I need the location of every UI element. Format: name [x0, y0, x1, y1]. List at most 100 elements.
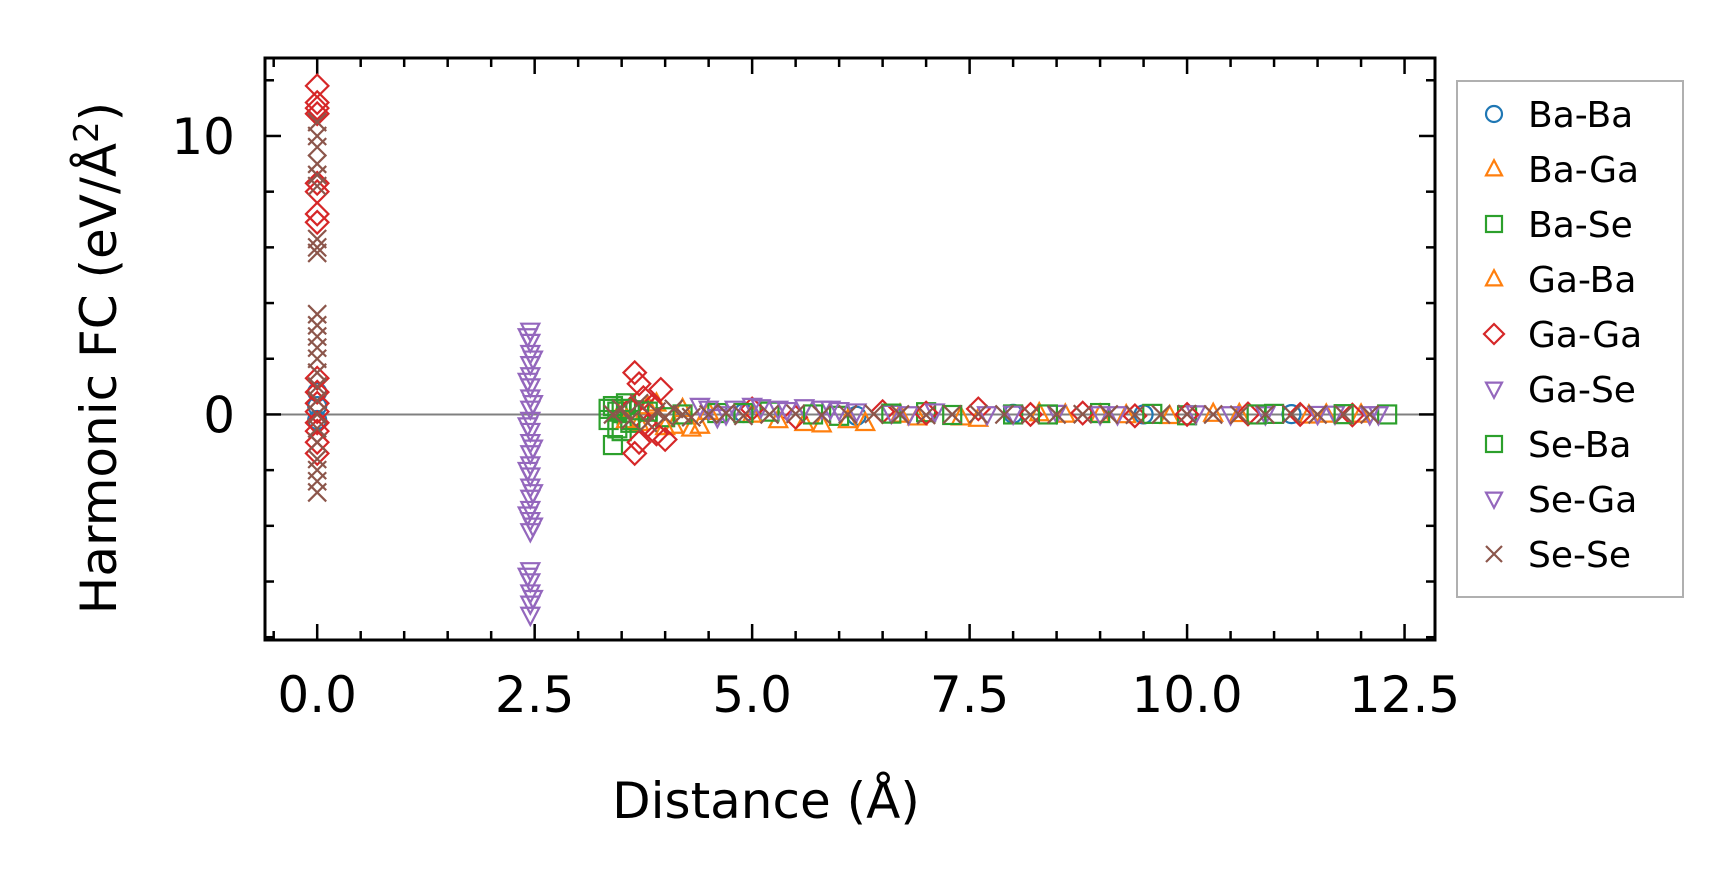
point-se-se	[698, 404, 719, 425]
point-ga-ga	[304, 100, 330, 127]
point-se-se	[994, 404, 1015, 425]
point-ga-ga	[1174, 401, 1200, 428]
point-se-se	[1020, 404, 1041, 425]
point-se-ba	[733, 402, 754, 424]
point-ga-ba	[1202, 401, 1225, 422]
legend-marker-ga-se	[1484, 381, 1504, 401]
point-ga-ba	[689, 413, 711, 434]
series-se-se	[307, 112, 1380, 503]
point-se-se	[916, 405, 936, 425]
legend-marker-se-se	[1485, 545, 1503, 563]
legend-marker-se-ga	[1484, 491, 1504, 511]
point-se-se	[1072, 404, 1093, 424]
point-ga-ga	[304, 201, 330, 227]
point-se-se	[1203, 404, 1223, 425]
legend-marker-ba-se	[1484, 214, 1504, 234]
x-tick-label: 12.5	[1349, 666, 1460, 724]
point-se-ga	[522, 589, 544, 611]
point-se-se	[620, 410, 641, 430]
point-se-se	[307, 237, 327, 258]
point-se-ga	[516, 417, 539, 438]
point-se-se	[664, 399, 684, 419]
point-ga-ga	[304, 209, 330, 236]
legend-frame	[1456, 80, 1684, 598]
point-ba-ga	[854, 410, 877, 432]
tick-labels: 0.0 2.5 5.0 7.5 10.0 12.5 0 10	[171, 108, 1460, 724]
legend-label-se-se: Se-Se	[1528, 535, 1631, 576]
point-se-ga	[522, 439, 544, 461]
point-se-se	[637, 413, 658, 433]
point-se-ba	[942, 404, 963, 426]
point-se-se	[1255, 404, 1276, 425]
point-ga-ga	[626, 429, 652, 456]
legend-label-ba-ba: Ba-Ba	[1528, 95, 1633, 136]
y-tick-label: 0	[203, 386, 235, 444]
legend-marker-ga-ga	[1482, 322, 1506, 346]
point-se-se	[864, 404, 884, 424]
point-se-ga	[516, 372, 539, 394]
point-ga-ga	[652, 426, 678, 453]
point-se-se	[1229, 404, 1250, 425]
point-ba-se	[1377, 404, 1398, 425]
point-ga-ga	[304, 365, 330, 392]
point-se-se	[1046, 404, 1067, 425]
point-se-ga	[522, 350, 544, 372]
point-se-ga	[516, 328, 539, 349]
point-se-se	[1307, 404, 1328, 425]
point-se-se	[307, 418, 327, 439]
point-se-se	[759, 404, 780, 425]
point-ga-ga	[304, 95, 330, 121]
legend-marker-ba-ga	[1484, 157, 1504, 177]
point-se-se	[307, 432, 327, 453]
y-axis-label: Harmonic FC (eV/Å2)	[67, 102, 128, 614]
point-se-se	[681, 407, 702, 428]
point-ga-se	[519, 606, 542, 628]
point-se-se	[307, 112, 327, 132]
point-se-se	[716, 403, 736, 423]
point-ga-ga	[1339, 402, 1366, 428]
point-se-se	[1177, 404, 1197, 424]
plot-frame	[263, 56, 1437, 642]
x-tick-label: 7.5	[930, 666, 1010, 724]
x-tick-label: 10.0	[1131, 666, 1242, 724]
data-points	[304, 73, 1398, 628]
point-se-ga	[522, 395, 544, 416]
point-se-se	[307, 229, 327, 249]
point-ga-ga	[913, 400, 939, 426]
legend: Ba-Ba Ba-Ga Ba-Se Ga-Ba Ga-Ga Ga-Se Se-Ba Se-Ga…	[1456, 80, 1684, 598]
point-se-se	[811, 405, 832, 425]
y-tick-label: 10	[171, 108, 235, 166]
point-ga-se	[976, 406, 998, 427]
point-ba-ga	[1228, 401, 1251, 423]
point-ga-ga	[647, 376, 674, 403]
point-ga-ga	[621, 440, 648, 467]
legend-marker-ba-ba	[1484, 104, 1504, 124]
point-se-se	[307, 482, 327, 503]
point-ga-ga	[1287, 401, 1313, 428]
point-se-se	[307, 362, 327, 383]
x-axis-label: Distance (Å)	[612, 772, 920, 830]
point-ga-se	[923, 403, 946, 424]
point-ga-se	[689, 397, 711, 419]
legend-label-se-ba: Se-Ba	[1528, 425, 1631, 466]
point-se-se	[307, 390, 327, 411]
legend-marker-se-ba	[1484, 434, 1504, 454]
point-ga-se	[845, 403, 868, 424]
legend-label-ba-ga: Ba-Ga	[1528, 150, 1639, 191]
point-se-se	[968, 404, 989, 424]
legend-label-ba-se: Ba-Se	[1528, 205, 1633, 246]
point-ga-ga	[304, 379, 330, 405]
point-se-ga	[522, 517, 544, 539]
point-se-se	[838, 404, 858, 425]
point-se-se	[785, 404, 806, 424]
point-se-se	[307, 376, 327, 397]
point-ga-ga	[621, 359, 648, 386]
point-se-ga	[1306, 405, 1329, 427]
x-tick-label: 2.5	[495, 666, 575, 724]
point-se-se	[646, 401, 667, 422]
point-se-se	[890, 404, 910, 425]
point-se-se	[629, 393, 649, 414]
point-se-se	[307, 243, 327, 263]
point-ga-ga	[304, 429, 330, 456]
point-se-se	[307, 348, 327, 369]
